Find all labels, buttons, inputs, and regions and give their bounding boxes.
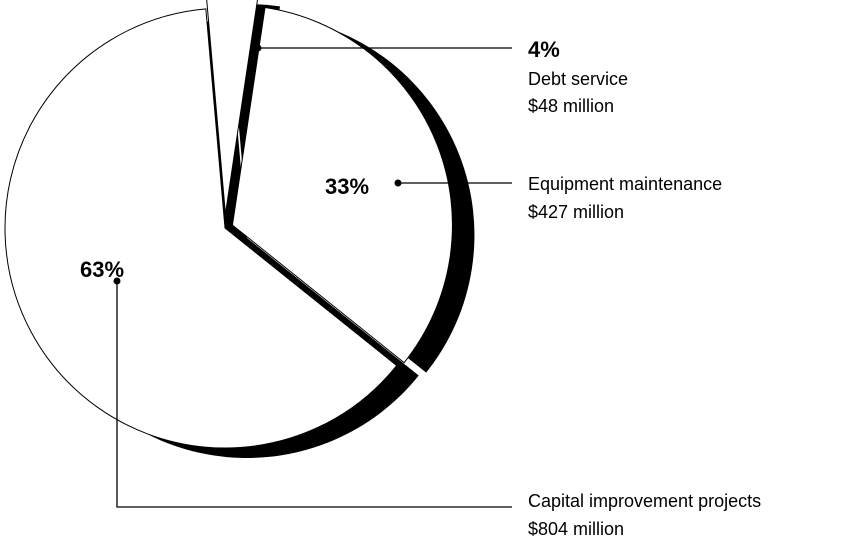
debt-service-slice [206, 0, 258, 215]
debt-service-amount-label: $48 million [528, 96, 614, 116]
capital-improvement-amount-label: $804 million [528, 519, 624, 539]
capital-improvement-leader-dot [113, 277, 121, 285]
debt-service-leader-dot [254, 44, 262, 52]
equipment-maintenance-slice [231, 6, 453, 364]
leader-line-layer [113, 44, 512, 508]
equipment-maintenance-percent-label: 33% [325, 174, 369, 199]
capital-improvement-percent-label: 63% [80, 257, 124, 282]
pie-slice-layer [4, 0, 453, 449]
capital-improvement-slice [4, 8, 398, 449]
debt-service-percent-label: 4% [528, 37, 560, 62]
capital-improvement-leader-line [116, 281, 512, 508]
capital-improvement-name-label: Capital improvement projects [528, 491, 761, 511]
debt-service-name-label: Debt service [528, 69, 628, 89]
equipment-maintenance-name-label: Equipment maintenance [528, 174, 722, 194]
equipment-maintenance-leader-dot [394, 179, 402, 187]
equipment-maintenance-amount-label: $427 million [528, 202, 624, 222]
